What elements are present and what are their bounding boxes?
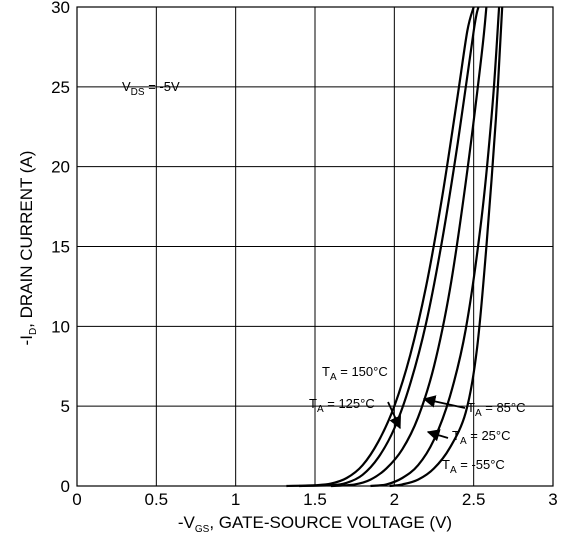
y-axis-label: -ID, DRAIN CURRENT (A) — [17, 151, 39, 346]
y-tick-label: 25 — [51, 78, 70, 97]
series-arrow-3 — [426, 429, 449, 442]
y-tick-labels: 0 5 10 15 20 25 30 — [51, 0, 70, 496]
curve-series-0 — [286, 6, 475, 488]
annotations: TA = 150°C TA = 125°C TA = 85°C TA = 25°C TA… — [309, 364, 526, 476]
series-arrow-1 — [387, 401, 401, 430]
grid-lines — [77, 7, 553, 486]
y-tick-label: 5 — [61, 397, 70, 416]
curve-series-4 — [389, 6, 504, 488]
x-tick-label: 2 — [390, 490, 399, 509]
series-arrow-2 — [422, 395, 466, 409]
x-tick-label: 1.5 — [303, 490, 327, 509]
x-tick-labels: 0 0.5 1 1.5 2 2.5 3 — [72, 490, 557, 509]
y-tick-label: 0 — [61, 477, 70, 496]
vds-condition-label: VDS = -5V — [122, 79, 180, 98]
x-tick-label: 0.5 — [145, 490, 169, 509]
series-label-4: TA = -55°C — [442, 457, 505, 476]
x-tick-label: 0 — [72, 490, 81, 509]
x-axis-label: -VGS, GATE-SOURCE VOLTAGE (V) — [178, 513, 452, 535]
series-label-0: TA = 150°C — [322, 364, 388, 383]
y-tick-label: 20 — [51, 158, 70, 177]
y-tick-label: 30 — [51, 0, 70, 17]
y-tick-label: 15 — [51, 238, 70, 257]
x-tick-label: 3 — [548, 490, 557, 509]
series-label-3: TA = 25°C — [452, 428, 511, 447]
y-tick-label: 10 — [51, 317, 70, 336]
curve-series-1 — [299, 6, 480, 488]
series-label-2: TA = 85°C — [467, 400, 526, 419]
x-tick-label: 2.5 — [462, 490, 486, 509]
series-label-1: TA = 125°C — [309, 396, 375, 415]
x-tick-label: 1 — [231, 490, 240, 509]
curve-series-3 — [370, 6, 501, 488]
